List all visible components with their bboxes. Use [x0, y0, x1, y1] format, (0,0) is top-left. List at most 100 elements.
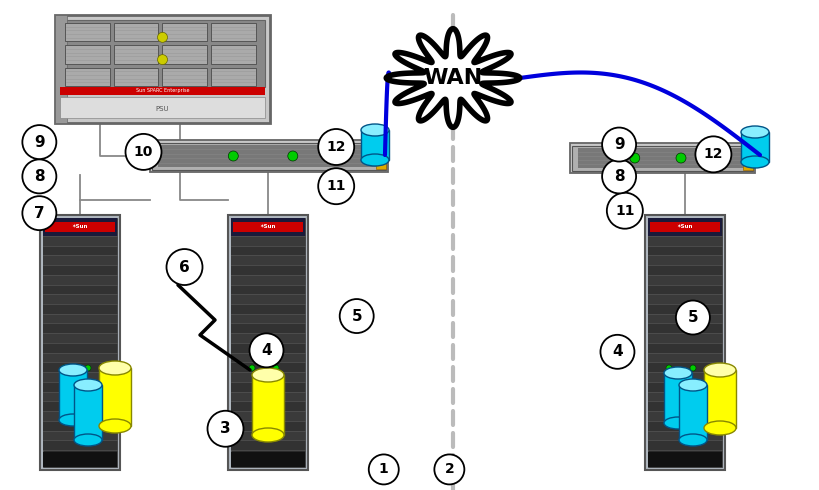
- FancyBboxPatch shape: [231, 382, 305, 392]
- FancyBboxPatch shape: [43, 323, 117, 333]
- Circle shape: [22, 196, 57, 230]
- Circle shape: [287, 151, 297, 161]
- FancyBboxPatch shape: [647, 392, 721, 401]
- FancyBboxPatch shape: [647, 236, 721, 245]
- FancyBboxPatch shape: [162, 68, 207, 86]
- FancyBboxPatch shape: [231, 294, 305, 304]
- FancyBboxPatch shape: [647, 285, 721, 294]
- Circle shape: [675, 153, 686, 163]
- Ellipse shape: [360, 124, 388, 136]
- FancyBboxPatch shape: [647, 218, 721, 467]
- FancyBboxPatch shape: [43, 441, 117, 450]
- Circle shape: [157, 55, 167, 65]
- Ellipse shape: [663, 417, 691, 429]
- FancyBboxPatch shape: [231, 392, 305, 401]
- Circle shape: [166, 249, 202, 285]
- FancyBboxPatch shape: [231, 255, 305, 265]
- FancyBboxPatch shape: [647, 441, 721, 450]
- FancyBboxPatch shape: [231, 452, 305, 467]
- FancyBboxPatch shape: [376, 143, 386, 169]
- FancyBboxPatch shape: [43, 294, 117, 304]
- FancyBboxPatch shape: [162, 45, 207, 64]
- FancyBboxPatch shape: [647, 421, 721, 431]
- Ellipse shape: [663, 367, 691, 379]
- Ellipse shape: [678, 434, 706, 446]
- FancyBboxPatch shape: [43, 218, 117, 236]
- FancyBboxPatch shape: [647, 363, 721, 372]
- Circle shape: [125, 134, 161, 170]
- Text: 8: 8: [613, 169, 623, 184]
- Circle shape: [689, 365, 695, 371]
- Text: 4: 4: [612, 344, 622, 359]
- FancyBboxPatch shape: [114, 23, 158, 41]
- FancyBboxPatch shape: [231, 218, 305, 467]
- FancyBboxPatch shape: [231, 323, 305, 333]
- FancyBboxPatch shape: [211, 45, 256, 64]
- FancyBboxPatch shape: [43, 265, 117, 275]
- Circle shape: [273, 365, 278, 371]
- Ellipse shape: [704, 363, 735, 377]
- FancyBboxPatch shape: [231, 343, 305, 353]
- FancyBboxPatch shape: [211, 68, 256, 86]
- Circle shape: [249, 333, 283, 368]
- FancyBboxPatch shape: [647, 245, 721, 255]
- FancyBboxPatch shape: [60, 20, 265, 87]
- Circle shape: [339, 299, 373, 333]
- Text: 12: 12: [326, 140, 346, 154]
- FancyBboxPatch shape: [231, 218, 305, 236]
- Ellipse shape: [99, 361, 131, 375]
- Ellipse shape: [360, 154, 388, 166]
- FancyBboxPatch shape: [43, 353, 117, 363]
- Circle shape: [675, 300, 709, 335]
- FancyBboxPatch shape: [43, 382, 117, 392]
- FancyBboxPatch shape: [577, 148, 746, 168]
- FancyBboxPatch shape: [647, 431, 721, 441]
- Text: WAN: WAN: [423, 68, 482, 88]
- Text: 2: 2: [444, 463, 454, 476]
- Circle shape: [85, 365, 91, 371]
- Text: 9: 9: [613, 137, 623, 152]
- FancyBboxPatch shape: [647, 353, 721, 363]
- Ellipse shape: [99, 419, 131, 433]
- FancyBboxPatch shape: [231, 421, 305, 431]
- FancyBboxPatch shape: [150, 140, 387, 172]
- FancyBboxPatch shape: [55, 15, 269, 123]
- Ellipse shape: [74, 379, 102, 391]
- FancyBboxPatch shape: [647, 333, 721, 343]
- FancyBboxPatch shape: [43, 411, 117, 421]
- FancyBboxPatch shape: [360, 130, 388, 160]
- Text: 10: 10: [133, 145, 153, 159]
- Circle shape: [228, 151, 238, 161]
- FancyBboxPatch shape: [43, 304, 117, 314]
- Text: 5: 5: [351, 309, 361, 323]
- Text: 5: 5: [687, 310, 697, 325]
- FancyBboxPatch shape: [43, 363, 117, 372]
- FancyBboxPatch shape: [231, 363, 305, 372]
- FancyBboxPatch shape: [231, 275, 305, 285]
- Text: ✶Sun: ✶Sun: [72, 224, 88, 229]
- FancyBboxPatch shape: [60, 87, 265, 95]
- Ellipse shape: [251, 368, 283, 382]
- Text: 7: 7: [34, 206, 44, 220]
- FancyBboxPatch shape: [43, 372, 117, 382]
- FancyBboxPatch shape: [43, 255, 117, 265]
- Text: 3: 3: [220, 421, 230, 436]
- Text: 11: 11: [326, 179, 346, 193]
- Text: 12: 12: [703, 147, 722, 161]
- FancyBboxPatch shape: [43, 314, 117, 323]
- Text: ✶Sun: ✶Sun: [676, 224, 692, 229]
- Circle shape: [22, 125, 57, 159]
- Circle shape: [61, 365, 67, 371]
- FancyBboxPatch shape: [40, 215, 120, 470]
- FancyBboxPatch shape: [572, 146, 752, 171]
- FancyBboxPatch shape: [114, 45, 158, 64]
- Circle shape: [665, 365, 672, 371]
- FancyBboxPatch shape: [231, 314, 305, 323]
- FancyBboxPatch shape: [43, 392, 117, 401]
- FancyBboxPatch shape: [162, 23, 207, 41]
- FancyBboxPatch shape: [647, 314, 721, 323]
- FancyBboxPatch shape: [704, 370, 735, 428]
- FancyBboxPatch shape: [74, 385, 102, 440]
- FancyBboxPatch shape: [251, 375, 283, 435]
- Circle shape: [157, 32, 167, 42]
